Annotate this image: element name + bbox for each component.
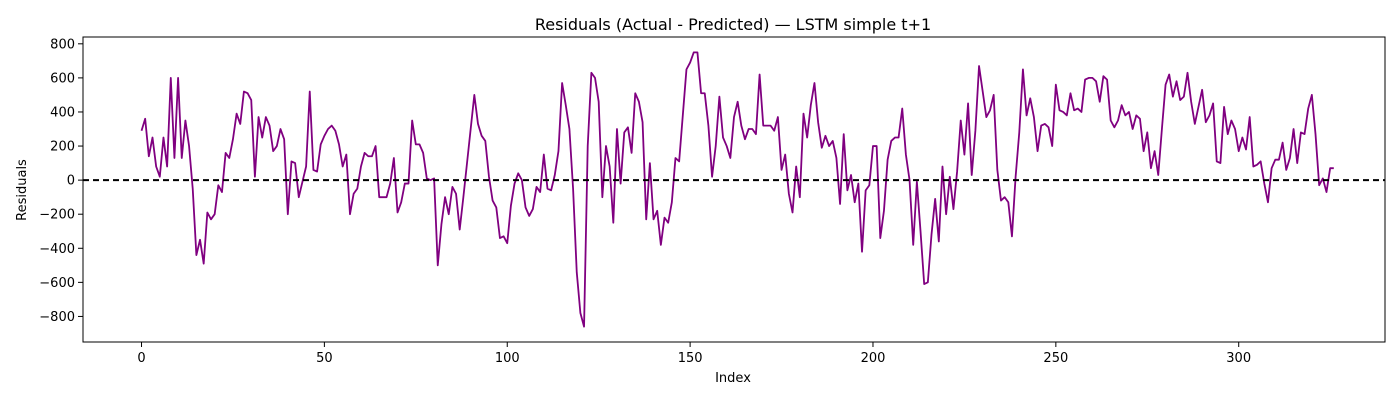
- y-tick-label: −400: [39, 242, 75, 257]
- y-tick-label: 800: [50, 37, 75, 52]
- plot-frame: [82, 36, 1386, 343]
- y-tick-label: −600: [39, 276, 75, 291]
- y-tick-label: −800: [39, 310, 75, 325]
- x-axis-label: Index: [715, 371, 751, 386]
- plot-area: [83, 51, 1385, 328]
- x-axis: 0 50 100 150 200 250 300: [137, 342, 1251, 366]
- x-tick-label: 0: [137, 351, 145, 366]
- series-line-0: [140, 51, 1334, 328]
- chart-title: Residuals (Actual - Predicted) — LSTM si…: [535, 15, 931, 34]
- x-tick-label: 100: [495, 351, 520, 366]
- y-axis: −800 −600 −400 −200 0 200 400 600 800: [39, 37, 83, 325]
- x-tick-label: 50: [316, 351, 333, 366]
- x-tick-label: 300: [1226, 351, 1251, 366]
- x-tick-label: 150: [678, 351, 703, 366]
- y-tick-label: 0: [67, 174, 75, 189]
- y-tick-label: 200: [50, 140, 75, 155]
- y-tick-label: 600: [50, 71, 75, 86]
- x-tick-label: 250: [1043, 351, 1068, 366]
- y-tick-label: −200: [39, 208, 75, 223]
- x-tick-label: 200: [861, 351, 886, 366]
- y-tick-label: 400: [50, 105, 75, 120]
- y-axis-label: Residuals: [15, 159, 30, 221]
